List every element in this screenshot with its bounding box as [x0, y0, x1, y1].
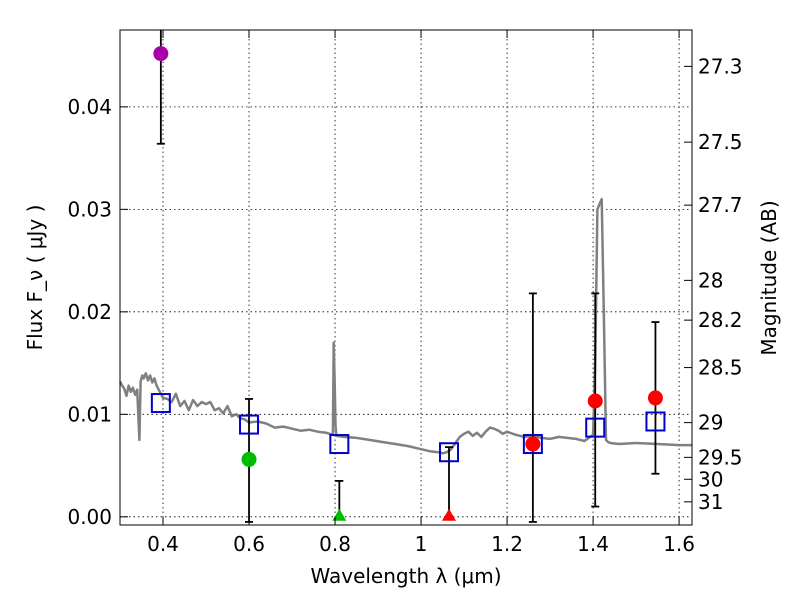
- right-tick-label: 27.5: [698, 130, 743, 154]
- y-axis-label: Flux F_ν ( μJy ): [23, 205, 47, 351]
- right-tick-label: 27.7: [698, 193, 743, 217]
- x-axis-label: Wavelength λ (μm): [310, 564, 501, 588]
- axis-ticks: 0.4 0.6 0.8 1 1.2 1.4 1.6 0.00 0.01 0.02 0.03 0.04 2…: [67, 30, 743, 556]
- model-point-square: [645, 411, 666, 432]
- x-tick-label: 1.4: [577, 532, 609, 556]
- right-tick-label: 28: [698, 268, 723, 292]
- y-tick-label: 0.02: [67, 300, 112, 324]
- x-tick-label: 0.8: [319, 532, 351, 556]
- plot-area-frame: [119, 29, 693, 526]
- y-tick-label: 0.04: [67, 95, 112, 119]
- observed-point-red: [525, 436, 541, 452]
- model-spectrum-line: [118, 197, 692, 455]
- right-tick-label: 29: [698, 411, 723, 435]
- grid-lines: [120, 30, 692, 525]
- observed-point-red: [587, 393, 603, 409]
- model-layer: [118, 197, 692, 455]
- model-point-square: [522, 434, 543, 455]
- x-tick-label: 1.6: [663, 532, 695, 556]
- right-tick-label: 28.2: [698, 308, 743, 332]
- right-tick-label: 29.5: [698, 445, 743, 469]
- model-point-square: [585, 417, 606, 438]
- model-point-square: [150, 393, 171, 414]
- y-tick-label: 0.01: [67, 402, 112, 426]
- y-tick-label: 0.00: [67, 505, 112, 529]
- observed-point-red: [647, 390, 663, 406]
- right-tick-label: 30: [698, 467, 723, 491]
- model-point-square: [439, 442, 460, 463]
- errorbar-layer: [156, 30, 660, 523]
- upper-limit-triangle-green: [332, 508, 347, 521]
- right-axis-label: Magnitude (AB): [757, 200, 781, 355]
- right-tick-label: 31: [698, 490, 723, 514]
- x-tick-label: 1: [415, 532, 428, 556]
- x-tick-label: 1.2: [491, 532, 523, 556]
- right-tick-label: 28.5: [698, 356, 743, 380]
- x-tick-label: 0.6: [233, 532, 265, 556]
- right-tick-label: 27.3: [698, 54, 743, 78]
- point-layer: [150, 46, 666, 521]
- y-tick-label: 0.03: [67, 197, 112, 221]
- model-point-square: [239, 414, 260, 435]
- observed-point-purple: [153, 46, 169, 62]
- x-tick-label: 0.4: [147, 532, 179, 556]
- upper-limit-triangle-red: [442, 508, 457, 521]
- observed-point-green: [241, 451, 257, 467]
- model-point-square: [329, 434, 350, 455]
